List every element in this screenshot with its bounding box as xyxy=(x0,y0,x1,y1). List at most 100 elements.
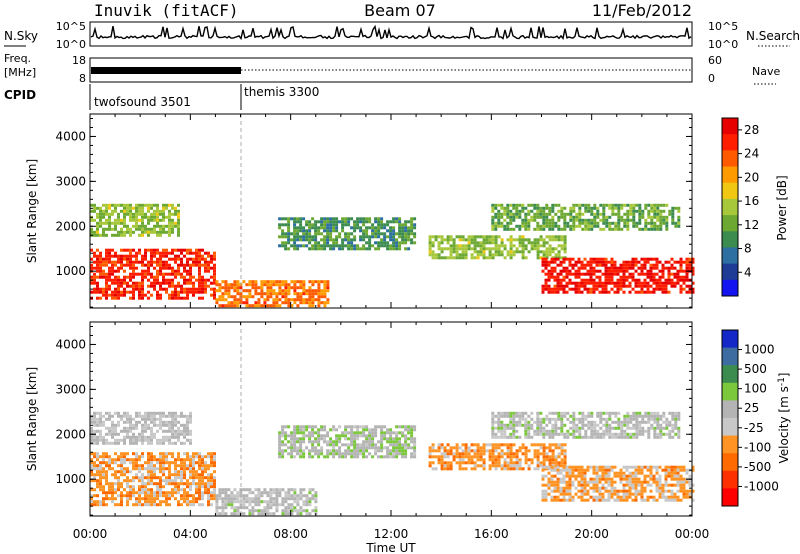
velocity-echo-cell xyxy=(560,461,564,465)
power-echo-cell xyxy=(503,212,507,216)
power-echo-cell xyxy=(299,292,303,296)
power-echo-cell xyxy=(521,244,525,248)
velocity-echo-cell xyxy=(221,500,225,504)
velocity-echo-cell xyxy=(506,455,510,459)
power-echo-cell xyxy=(350,232,354,236)
velocity-echo-cell xyxy=(590,435,594,439)
power-echo-cell xyxy=(389,244,393,248)
velocity-echo-cell xyxy=(583,471,587,475)
velocity-echo-cell xyxy=(536,458,540,462)
velocity-echo-cell xyxy=(326,452,330,456)
power-echo-cell xyxy=(395,232,399,236)
velocity-echo-cell xyxy=(120,414,123,418)
velocity-echo-cell xyxy=(272,488,276,492)
velocity-echo-cell xyxy=(165,420,168,424)
power-echo-cell xyxy=(171,248,174,252)
power-echo-cell xyxy=(180,290,183,294)
power-echo-cell xyxy=(320,247,324,251)
power-echo-cell xyxy=(156,215,159,219)
power-echo-cell xyxy=(542,212,546,216)
power-echo-cell xyxy=(311,304,315,308)
velocity-echo-cell xyxy=(578,411,582,415)
power-echo-cell xyxy=(120,257,123,261)
power-echo-cell xyxy=(497,247,501,251)
power-echo-cell xyxy=(587,224,591,228)
velocity-echo-cell xyxy=(559,477,563,481)
velocity-echo-cell xyxy=(141,464,144,468)
velocity-echo-cell xyxy=(183,458,186,462)
velocity-echo-cell xyxy=(168,491,171,495)
velocity-echo-cell xyxy=(213,455,216,459)
velocity-echo-cell xyxy=(108,441,111,445)
velocity-echo-cell xyxy=(192,461,195,465)
power-echo-cell xyxy=(108,278,111,282)
power-echo-cell xyxy=(589,278,593,282)
velocity-echo-cell xyxy=(141,467,144,471)
velocity-echo-cell xyxy=(524,435,528,439)
velocity-echo-cell xyxy=(655,477,659,481)
power-echo-cell xyxy=(168,263,171,267)
velocity-echo-cell xyxy=(120,470,123,474)
velocity-echo-cell xyxy=(189,432,192,436)
velocity-echo-cell xyxy=(398,431,402,435)
velocity-echo-cell xyxy=(99,500,102,504)
velocity-echo-cell xyxy=(198,455,201,459)
velocity-echo-cell xyxy=(162,455,165,459)
power-echo-cell xyxy=(183,254,186,258)
velocity-echo-cell xyxy=(443,467,447,471)
velocity-echo-cell xyxy=(494,443,498,447)
velocity-echo-cell xyxy=(260,512,264,516)
power-echo-cell xyxy=(410,226,414,230)
velocity-echo-cell xyxy=(562,489,566,493)
power-echo-cell xyxy=(129,251,132,255)
power-echo-cell xyxy=(141,224,144,228)
velocity-echo-cell xyxy=(491,417,495,421)
power-echo-cell xyxy=(542,209,546,213)
power-echo-cell xyxy=(410,220,414,224)
power-echo-cell xyxy=(159,260,162,264)
velocity-echo-cell xyxy=(631,471,635,475)
power-echo-cell xyxy=(470,256,474,260)
velocity-echo-cell xyxy=(655,498,659,502)
velocity-echo-cell xyxy=(227,494,231,498)
power-echo-cell xyxy=(254,301,258,305)
velocity-echo-cell xyxy=(198,461,201,465)
velocity-echo-cell xyxy=(296,437,300,441)
velocity-echo-cell xyxy=(554,461,558,465)
power-echo-cell xyxy=(557,218,561,222)
velocity-echo-cell xyxy=(165,479,168,483)
power-echo-cell xyxy=(132,293,135,297)
power-echo-cell xyxy=(135,221,138,225)
power-echo-cell xyxy=(377,235,381,239)
velocity-echo-cell xyxy=(266,509,270,513)
power-echo-cell xyxy=(563,250,567,254)
power-echo-cell xyxy=(305,289,309,293)
velocity-echo-cell xyxy=(550,498,554,502)
velocity-echo-cell xyxy=(299,440,303,444)
power-echo-cell xyxy=(562,284,566,288)
velocity-echo-cell xyxy=(126,476,129,480)
power-echo-cell xyxy=(646,290,650,294)
velocity-echo-cell xyxy=(584,423,588,427)
velocity-echo-cell xyxy=(207,455,210,459)
velocity-echo-cell xyxy=(617,420,621,424)
velocity-echo-cell xyxy=(156,441,159,445)
power-echo-cell xyxy=(123,254,126,258)
power-echo-cell xyxy=(153,248,156,252)
velocity-echo-cell xyxy=(233,512,237,516)
power-echo-cell xyxy=(625,266,629,270)
velocity-echo-region xyxy=(428,443,567,471)
power-echo-cell xyxy=(302,280,306,284)
velocity-echo-cell xyxy=(326,443,330,447)
power-echo-cell xyxy=(491,235,495,239)
velocity-echo-cell xyxy=(147,435,150,439)
velocity-echo-cell xyxy=(269,488,273,492)
power-echo-cell xyxy=(434,256,438,260)
power-echo-cell xyxy=(150,254,153,258)
power-echo-cell xyxy=(174,269,177,273)
power-colorbar-label: Power [dB] xyxy=(775,175,789,240)
power-echo-cell xyxy=(96,248,99,252)
power-echo-cell xyxy=(168,278,171,282)
power-echo-cell xyxy=(323,304,327,308)
velocity-echo-cell xyxy=(413,425,417,429)
